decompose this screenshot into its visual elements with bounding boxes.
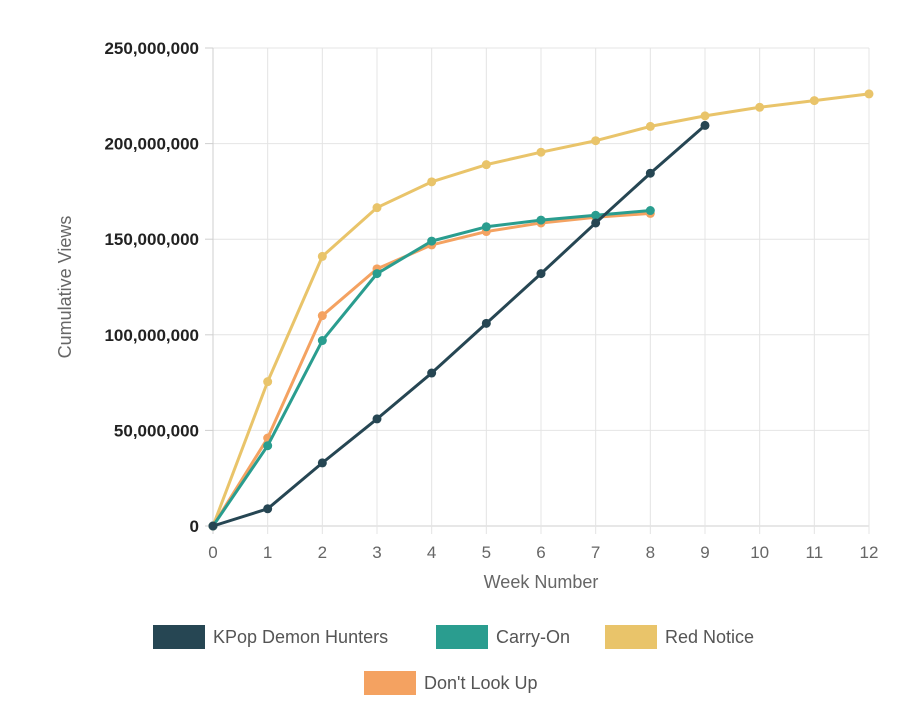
series-kpop-demon-hunters — [208, 120, 710, 531]
data-point[interactable] — [317, 311, 327, 321]
legend-item-red-notice[interactable]: Red Notice — [605, 625, 754, 649]
legend-swatch — [605, 625, 657, 649]
x-axis-ticks: 0 1 2 3 4 5 6 7 8 9 10 11 12 — [208, 543, 878, 562]
data-point[interactable] — [481, 160, 491, 170]
x-tick-label: 11 — [806, 543, 824, 562]
data-point[interactable] — [427, 368, 437, 378]
grid — [205, 47, 870, 534]
series-red-notice — [208, 89, 874, 531]
x-tick-label: 1 — [263, 543, 272, 562]
data-point[interactable] — [755, 102, 765, 112]
data-point[interactable] — [700, 120, 710, 130]
legend-label: KPop Demon Hunters — [213, 627, 388, 647]
x-tick-label: 3 — [372, 543, 381, 562]
legend-swatch — [153, 625, 205, 649]
x-axis-title: Week Number — [484, 572, 599, 592]
y-tick-label: 100,000,000 — [104, 326, 199, 345]
data-point[interactable] — [809, 96, 819, 106]
data-point[interactable] — [481, 318, 491, 328]
y-tick-label: 50,000,000 — [114, 421, 199, 440]
data-point[interactable] — [208, 521, 218, 531]
data-point[interactable] — [372, 414, 382, 424]
data-point[interactable] — [427, 177, 437, 187]
y-tick-label: 200,000,000 — [104, 135, 199, 154]
data-point[interactable] — [700, 111, 710, 121]
data-point[interactable] — [263, 441, 273, 451]
data-point[interactable] — [591, 218, 601, 228]
data-point[interactable] — [645, 121, 655, 131]
data-point[interactable] — [372, 203, 382, 213]
legend[interactable]: KPop Demon Hunters Carry-On Red Notice Don'… — [153, 625, 754, 695]
y-tick-label: 250,000,000 — [104, 39, 199, 58]
data-point[interactable] — [536, 215, 546, 225]
x-tick-label: 8 — [646, 543, 655, 562]
data-point[interactable] — [263, 377, 273, 387]
legend-swatch — [364, 671, 416, 695]
y-tick-label: 0 — [190, 517, 199, 536]
x-tick-label: 12 — [860, 543, 879, 562]
x-tick-label: 2 — [318, 543, 327, 562]
legend-item-carry-on[interactable]: Carry-On — [436, 625, 570, 649]
data-point[interactable] — [645, 168, 655, 178]
x-tick-label: 9 — [700, 543, 709, 562]
legend-label: Don't Look Up — [424, 673, 538, 693]
series-line-kpop-demon-hunters — [211, 123, 707, 528]
y-axis-ticks: 0 50,000,000 100,000,000 150,000,000 200,000… — [104, 39, 199, 536]
data-point[interactable] — [317, 458, 327, 468]
data-point[interactable] — [481, 222, 491, 232]
data-point[interactable] — [263, 504, 273, 514]
legend-item-kpop-demon-hunters[interactable]: KPop Demon Hunters — [153, 625, 388, 649]
x-tick-label: 0 — [208, 543, 217, 562]
x-tick-label: 6 — [536, 543, 545, 562]
data-point[interactable] — [591, 210, 601, 220]
series-lines — [208, 89, 874, 531]
data-point[interactable] — [317, 251, 327, 261]
legend-label: Carry-On — [496, 627, 570, 647]
data-point[interactable] — [645, 206, 655, 216]
x-tick-label: 5 — [482, 543, 491, 562]
data-point[interactable] — [317, 336, 327, 346]
x-tick-label: 7 — [591, 543, 600, 562]
data-point[interactable] — [591, 136, 601, 146]
data-point[interactable] — [536, 147, 546, 157]
legend-swatch — [436, 625, 488, 649]
legend-label: Red Notice — [665, 627, 754, 647]
y-tick-label: 150,000,000 — [104, 230, 199, 249]
data-point[interactable] — [864, 89, 874, 99]
data-point[interactable] — [372, 269, 382, 279]
data-point[interactable] — [536, 269, 546, 279]
data-point[interactable] — [427, 236, 437, 246]
y-axis-title: Cumulative Views — [55, 216, 75, 359]
x-tick-label: 10 — [750, 543, 769, 562]
x-tick-label: 4 — [427, 543, 436, 562]
legend-item-don-t-look-up[interactable]: Don't Look Up — [364, 671, 538, 695]
